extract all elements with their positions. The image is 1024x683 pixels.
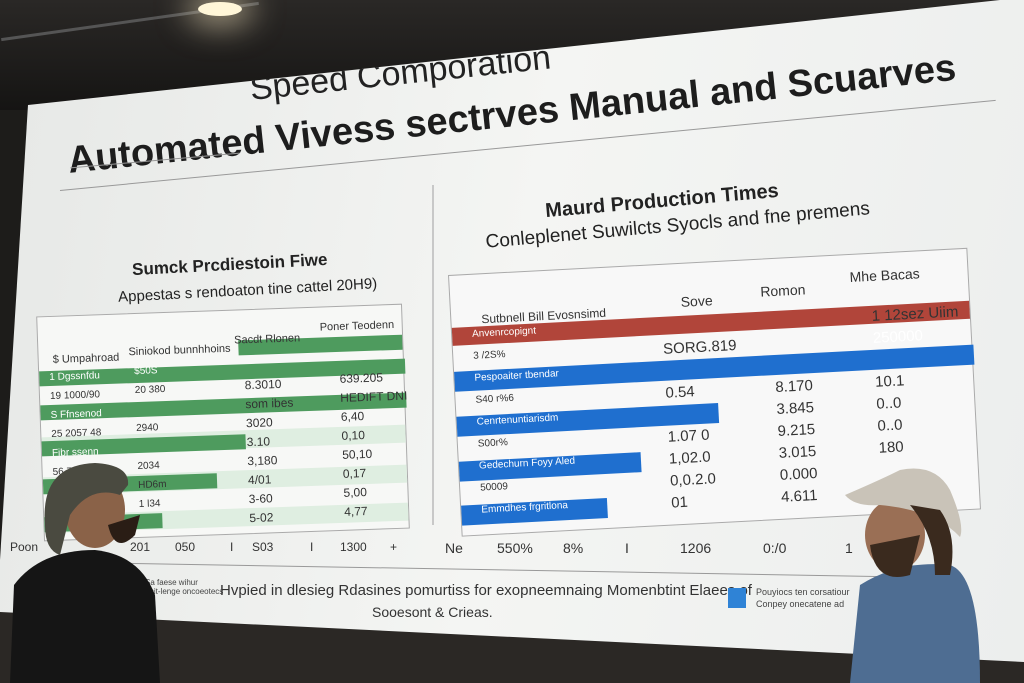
header: $ Umpahroad — [52, 351, 120, 366]
table-cell: 6,40 — [340, 409, 365, 424]
caption-line: Sa faese wihur — [145, 578, 198, 587]
table-cell: 2940 — [135, 422, 159, 435]
table-cell: 0.000 — [779, 464, 818, 484]
ceiling-light — [198, 2, 242, 16]
table-cell: 3-60 — [248, 491, 273, 507]
legend-text: Pouyiocs ten corsatiour Conpey onecatene … — [756, 586, 850, 610]
table-cell: 1 12sez Uiim — [871, 303, 959, 325]
table-cell: 5,00 — [343, 485, 368, 500]
table-cell: 3,180 — [247, 453, 278, 469]
axis-label: 201 — [130, 540, 151, 554]
table-cell: S40 r%6 — [475, 392, 515, 406]
footer-text: Hvpied in dlesieg Rdasines pomurtiss for… — [220, 582, 752, 599]
table-cell: 50009 — [479, 481, 509, 494]
axis-label: 550% — [497, 540, 533, 556]
axis-label: S03 — [252, 540, 274, 554]
axis-label: Poon — [10, 540, 39, 554]
axis-label: I — [310, 540, 314, 554]
table-cell: 250000 — [872, 327, 924, 347]
table-cell: 20 380 — [134, 383, 166, 397]
table-cell: 4/01 — [247, 472, 272, 488]
axis-label: I — [230, 540, 234, 554]
table-cell: 1 Dgssnfdu — [49, 370, 101, 384]
table-cell: 25 2057 48 — [51, 427, 102, 440]
table-cell: 0,17 — [342, 466, 367, 481]
header: Siniokod bunnhhoins — [128, 342, 231, 359]
table-cell: 3.845 — [776, 399, 815, 418]
table-cell: 9.215 — [777, 421, 816, 440]
table-cell: 10.1 — [874, 372, 905, 391]
table-cell: 01 — [670, 493, 689, 512]
header: Sacdt Rlonen — [233, 332, 301, 347]
footer-caption: Sa faese wihur enit-lenge oncoeotecs — [145, 578, 223, 596]
axis-label: 0:/0 — [763, 540, 787, 556]
axis-label: 8% — [563, 540, 584, 556]
table-cell: 5-02 — [249, 510, 274, 526]
table-cell: S Ffnsenod — [50, 408, 102, 422]
axis-label: 1300 — [340, 540, 367, 554]
table-cell: SORG.819 — [662, 337, 737, 358]
axis-label: 050 — [175, 540, 196, 554]
footer-rule — [110, 562, 960, 579]
table-cell: 3.10 — [246, 434, 271, 450]
table-cell: 0,0.2.0 — [669, 470, 717, 490]
table-cell: 1.07 0 — [667, 426, 710, 446]
panel-divider — [432, 185, 434, 525]
table-cell: 8.170 — [774, 377, 814, 397]
table-cell: 3 /2S% — [473, 349, 506, 362]
table-cell: 639.205 — [339, 370, 384, 386]
table-cell: 0,10 — [341, 428, 366, 443]
legend-swatch — [728, 588, 746, 608]
header: Mhe Bacas — [849, 265, 921, 285]
table-cell: 19 1000/90 — [49, 389, 101, 403]
table-cell: 1,02.0 — [668, 448, 712, 468]
table-cell: HEDIFT DNI — [339, 388, 408, 405]
table-cell: som ibes — [245, 395, 294, 412]
caption-line: enit-lenge oncoeotecs — [145, 587, 224, 596]
axis-label: + — [390, 540, 398, 554]
axis-label: I — [625, 540, 629, 556]
table-cell: 4.611 — [780, 486, 818, 506]
person-left — [10, 463, 160, 683]
table-cell: S00r% — [477, 437, 509, 450]
table-cell: 180 — [878, 438, 905, 457]
footer-text-2: Sooesont & Crieas. — [372, 604, 493, 620]
table-cell: 4,77 — [343, 504, 368, 519]
legend-line: Pouyiocs ten corsatiour — [756, 587, 850, 597]
table-cell: 3.015 — [778, 442, 817, 462]
table-cell: 50,10 — [341, 446, 373, 462]
header: Sove — [680, 292, 714, 310]
header: Poner Teodenn — [319, 318, 395, 334]
table-cell: 8.3010 — [244, 376, 282, 393]
table-cell: $50S — [133, 365, 158, 378]
table-cell: 0.54 — [665, 383, 696, 402]
left-panel-subtitle: Appestas s rendoaton tine cattel 20H9) — [117, 275, 378, 306]
table-cell: 0..0 — [875, 394, 902, 413]
axis-label: 1 — [845, 540, 853, 556]
axis-label: 1206 — [680, 540, 712, 556]
header: Romon — [759, 281, 806, 300]
person-right — [845, 468, 980, 683]
table-cell: 0..0 — [877, 416, 903, 435]
legend-line: Conpey onecatene ad — [756, 599, 845, 609]
left-panel-title: Sumck Prcdiestoin Fiwe — [131, 249, 328, 280]
axis-label: Ne — [445, 540, 463, 556]
table-cell: 3020 — [245, 415, 273, 431]
